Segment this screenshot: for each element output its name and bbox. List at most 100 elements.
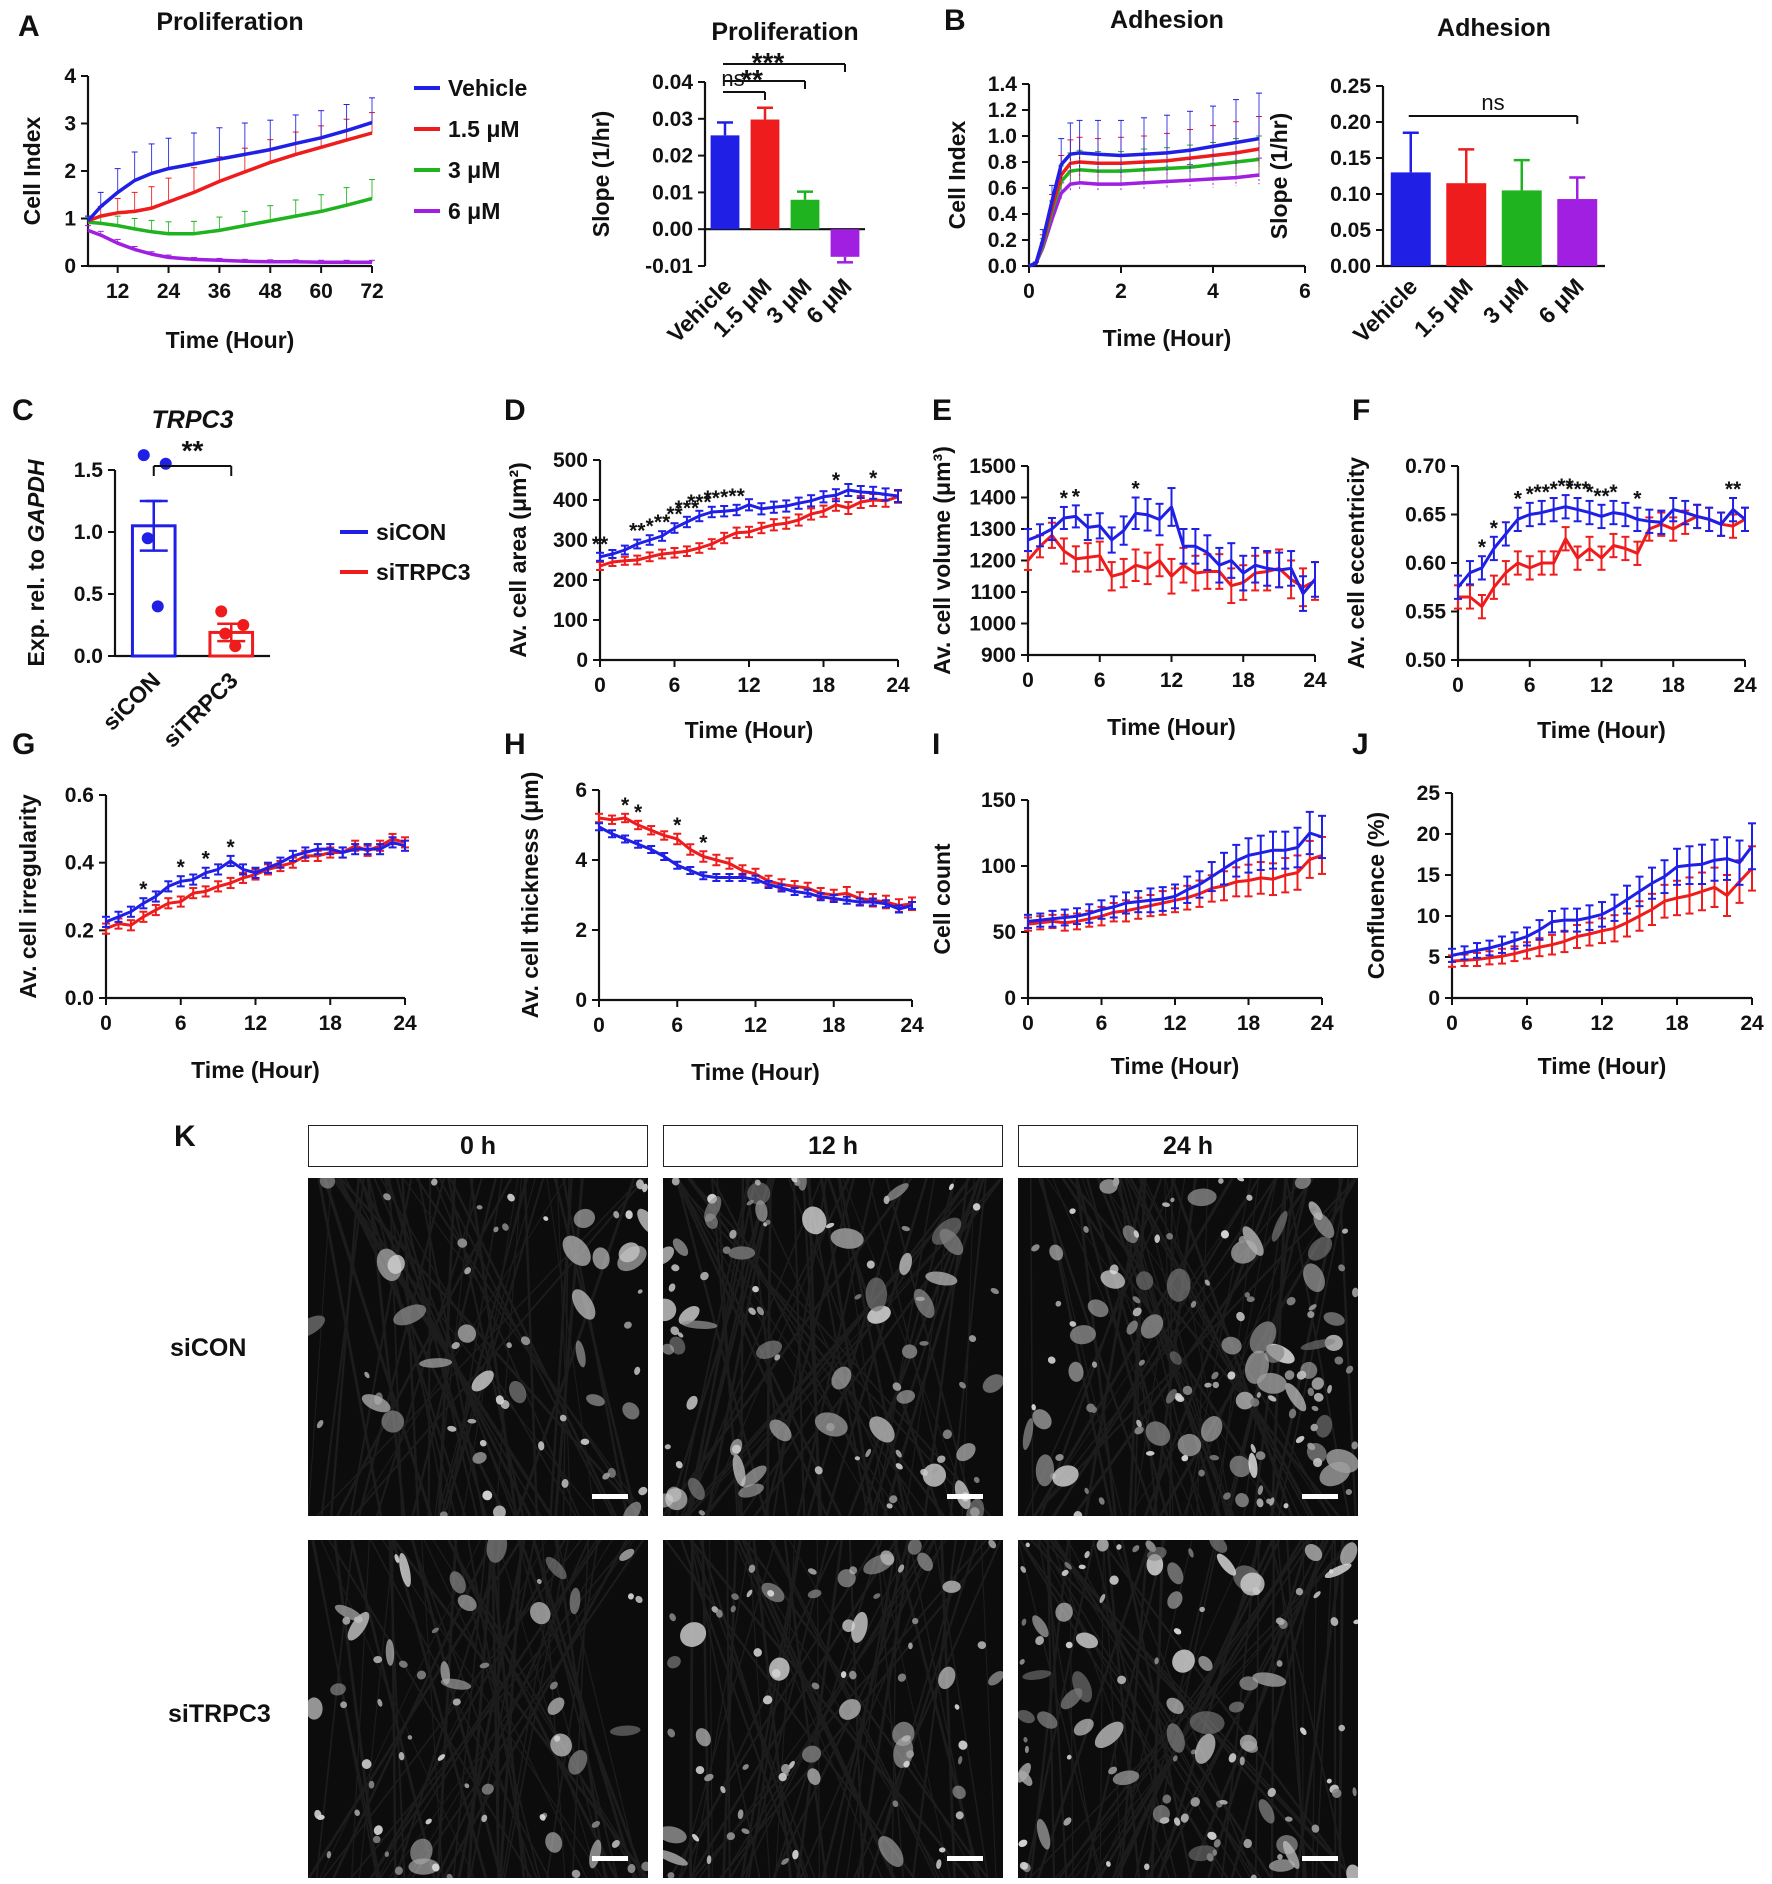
texture-streak	[980, 1540, 997, 1878]
cell-blob	[1019, 1861, 1029, 1870]
x-axis-label: Time (Hour)	[1538, 1053, 1667, 1079]
significance-star: **	[1534, 481, 1551, 504]
y-tick-label: 1000	[969, 613, 1016, 636]
cell-blob	[1049, 1244, 1064, 1261]
legend-label: siTRPC3	[376, 559, 471, 585]
x-tick-label: 18	[1665, 1012, 1689, 1035]
cell-blob	[1024, 1745, 1029, 1754]
cell-blob	[1204, 1279, 1210, 1286]
cell-blob	[431, 1863, 440, 1872]
x-tick-label: 0	[1452, 674, 1464, 697]
cell-blob	[1268, 1395, 1277, 1402]
cell-blob	[1154, 1657, 1159, 1665]
cell-blob	[575, 1340, 586, 1368]
texture-streak	[663, 1178, 913, 1516]
significance-star: *	[832, 469, 841, 492]
texture-streak	[322, 1540, 582, 1878]
cell-blob	[1064, 1561, 1072, 1570]
cell-blob	[1099, 1593, 1106, 1604]
texture-streak	[1069, 1540, 1074, 1878]
cell-blob	[922, 1463, 947, 1487]
cell-blob	[746, 1589, 753, 1598]
cell-blob	[866, 1260, 875, 1269]
cell-blob	[506, 1342, 512, 1349]
texture-streak	[390, 1540, 397, 1878]
cell-blob	[756, 1306, 765, 1316]
cell-blob	[667, 1872, 675, 1878]
cell-blob	[781, 1858, 790, 1865]
texture-streak	[440, 1178, 528, 1516]
cell-blob	[680, 1622, 707, 1647]
y-axis-label: Confluence (%)	[1363, 812, 1389, 979]
cell-blob	[667, 1655, 681, 1669]
y-tick-label: 150	[981, 789, 1016, 812]
x-axis-label: Time (Hour)	[685, 717, 814, 743]
x-axis-label: Time (Hour)	[691, 1059, 820, 1085]
cell-blob	[308, 1315, 326, 1338]
x-tick-label: 24	[1310, 1012, 1334, 1035]
cell-blob	[410, 1838, 433, 1865]
series-line	[599, 488, 899, 559]
texture-streak	[333, 1540, 379, 1878]
series-line	[1451, 845, 1754, 957]
bar	[750, 119, 780, 230]
cell-blob	[1116, 1544, 1122, 1550]
cell-blob	[1073, 1511, 1083, 1516]
significance-star: *	[1609, 481, 1618, 504]
cell-blob	[729, 1438, 743, 1456]
texture-streak	[821, 1540, 910, 1878]
texture-streak	[796, 1178, 876, 1516]
cell-blob	[610, 1725, 641, 1736]
texture-streak	[1049, 1540, 1336, 1878]
texture-streak	[437, 1178, 529, 1516]
significance-star: *	[673, 814, 682, 837]
texture-streak	[351, 1540, 370, 1878]
texture-streak	[332, 1178, 597, 1516]
cell-blob	[729, 1229, 737, 1239]
cell-blob	[1122, 1225, 1139, 1244]
texture-streak	[391, 1540, 488, 1878]
bar	[1501, 190, 1542, 266]
cell-blob	[1181, 1455, 1189, 1462]
cell-blob	[752, 1285, 759, 1293]
texture-streak	[452, 1540, 488, 1878]
cell-blob	[942, 1429, 952, 1440]
y-axis-label: Cell Index	[19, 116, 45, 225]
micrograph-sicon-24h	[1018, 1178, 1358, 1516]
cell-blob	[482, 1490, 493, 1501]
cell-blob	[625, 1210, 633, 1220]
chart-title: Proliferation	[156, 8, 303, 36]
cell-blob	[1256, 1392, 1261, 1398]
cell-blob	[1133, 1230, 1140, 1238]
cell-blob	[622, 1402, 640, 1420]
cell-blob	[1315, 1414, 1333, 1438]
cell-blob	[972, 1203, 981, 1211]
cell-blob	[854, 1294, 862, 1300]
cell-blob	[885, 1183, 909, 1202]
category-label: siCON	[97, 667, 165, 735]
texture-streak	[319, 1540, 481, 1878]
cell-blob	[1235, 1391, 1255, 1410]
cell-blob	[393, 1304, 427, 1326]
x-tick-label: 36	[208, 280, 231, 303]
texture-streak	[688, 1178, 776, 1516]
texture-streak	[349, 1178, 413, 1516]
texture-streak	[447, 1540, 639, 1878]
cell-blob	[767, 1590, 775, 1597]
cell-blob	[627, 1864, 636, 1874]
cell-blob	[1166, 1268, 1191, 1302]
cell-blob	[623, 1321, 632, 1329]
texture-streak	[1083, 1540, 1166, 1878]
texture-streak	[1067, 1178, 1340, 1516]
cell-blob	[416, 1670, 427, 1680]
significance-star: *	[634, 801, 643, 824]
cell-blob	[791, 1178, 799, 1183]
cell-blob	[669, 1613, 676, 1622]
texture-streak	[891, 1540, 898, 1878]
texture-streak	[1165, 1178, 1233, 1516]
cell-blob	[730, 1605, 736, 1613]
cell-blob	[1218, 1178, 1224, 1184]
cell-blob	[865, 1277, 888, 1312]
texture-streak	[940, 1540, 956, 1878]
x-tick-label: 0	[594, 674, 606, 697]
